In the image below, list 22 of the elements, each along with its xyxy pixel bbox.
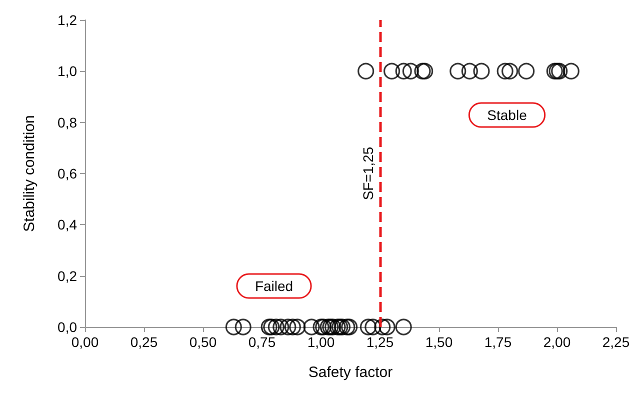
x-axis-title: Safety factor (308, 364, 393, 381)
x-tick-label: 0,25 (130, 334, 158, 350)
x-tick-label: 1,00 (307, 334, 335, 350)
annotation: Failed (254, 278, 294, 294)
x-tick-label: 2,00 (543, 334, 571, 350)
y-tick-label: 0,6 (58, 166, 78, 182)
x-tick-label: 2,25 (602, 334, 630, 350)
x-tick-label: 1,50 (425, 334, 453, 350)
y-tick-label: 0,0 (58, 319, 78, 335)
x-tick-label: 1,25 (366, 334, 394, 350)
y-tick-label: 0,8 (58, 114, 78, 130)
y-tick-label: 1,0 (58, 63, 78, 80)
y-axis-title: Stability condition (21, 115, 38, 232)
y-tick-label: 0,2 (58, 268, 78, 284)
x-tick-label: 1,75 (484, 334, 512, 350)
x-tick-label: 0,75 (248, 334, 276, 350)
ref-line-label: SF=1,25 (360, 146, 376, 200)
y-tick-label: 1,2 (58, 12, 78, 28)
annotation: Stable (487, 107, 528, 123)
x-tick-label: 0,00 (71, 334, 99, 350)
y-tick-label: 0,4 (58, 216, 78, 233)
x-tick-label: 0,50 (189, 334, 217, 350)
